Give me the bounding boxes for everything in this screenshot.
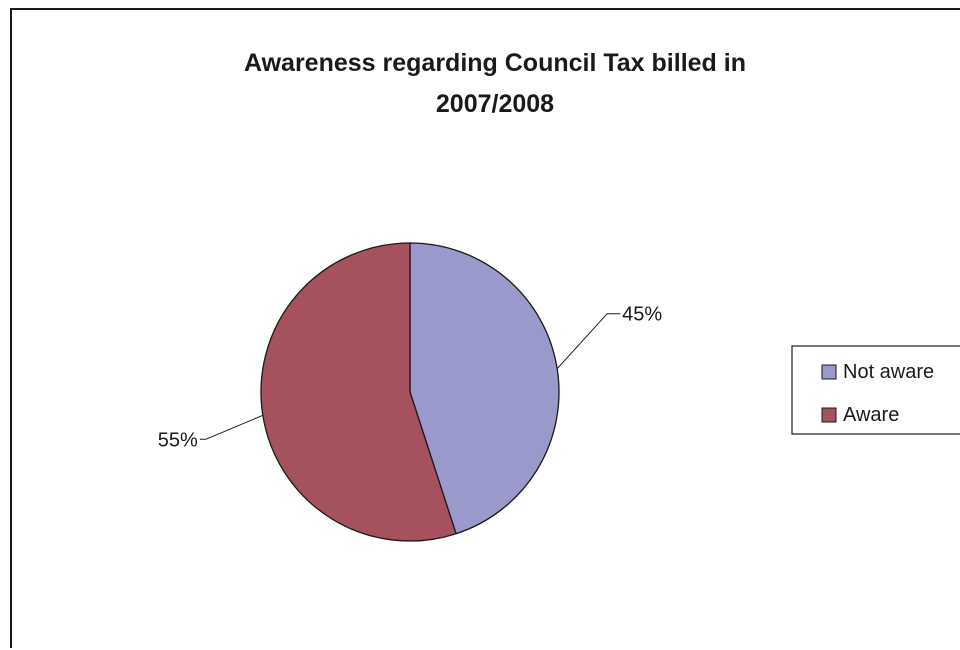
data-labels: 45% 55% — [158, 304, 663, 452]
chart-title-line-1: Awareness regarding Council Tax billed i… — [244, 49, 746, 77]
data-label-leaders — [199, 313, 621, 440]
legend-label-not-aware: Not aware — [843, 361, 934, 383]
data-label-not-aware: 45% — [622, 304, 662, 326]
pie-slice-not-aware — [409, 242, 560, 535]
legend-label-aware: Aware — [843, 404, 899, 426]
legend-box — [791, 345, 960, 435]
legend-swatch-aware — [821, 407, 837, 423]
pie-slice-aware — [260, 242, 457, 542]
pie-chart: Awareness regarding Council Tax billed i… — [158, 49, 960, 542]
legend: Not aware Aware — [791, 345, 960, 435]
chart-title-line-2: 2007/2008 — [436, 90, 554, 118]
data-label-aware: 55% — [158, 429, 198, 451]
leader-line-aware — [199, 414, 264, 440]
legend-swatch-not-aware — [821, 364, 837, 380]
pie-slices — [260, 242, 560, 542]
chart-area: Awareness regarding Council Tax billed i… — [10, 8, 960, 648]
leader-line-not-aware — [556, 313, 621, 370]
